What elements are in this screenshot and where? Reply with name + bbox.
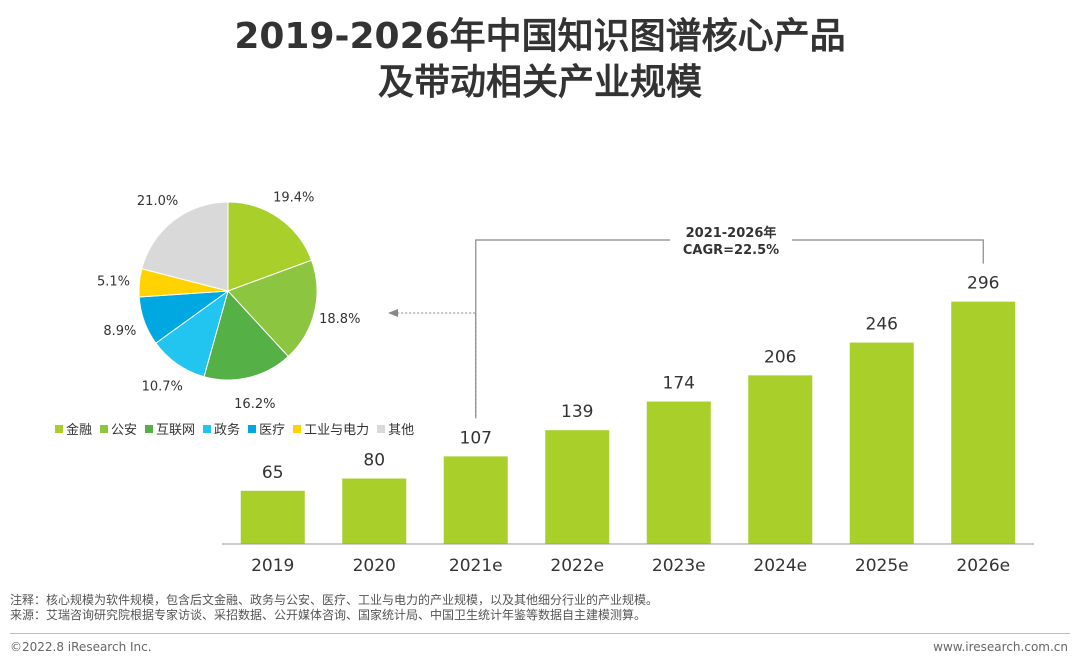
website-url: www.iresearch.com.cn: [933, 640, 1068, 654]
bar: [646, 401, 711, 544]
bar: [545, 430, 610, 544]
legend-item: 公安: [100, 419, 137, 438]
legend-label: 其他: [388, 423, 415, 438]
legend-label: 政务: [214, 423, 241, 438]
bar: [951, 301, 1016, 544]
pie-slice: [227, 201, 313, 292]
chart-title: 2019-2026年中国知识图谱核心产品 及带动相关产业规模: [0, 14, 1080, 106]
legend-label: 金融: [66, 423, 93, 438]
legend-item: 其他: [377, 419, 414, 438]
bar: [849, 342, 914, 544]
legend-swatch: [100, 424, 109, 433]
footer-divider: [10, 633, 1070, 634]
bar-value-label: 65: [262, 463, 284, 483]
pie-value-label: 8.9%: [103, 324, 136, 339]
x-tick-label: 2025e: [855, 556, 909, 576]
x-tick-label: 2023e: [652, 556, 706, 576]
cagr-bracket-right: [792, 239, 984, 264]
legend-swatch: [203, 424, 212, 433]
notes: 注释：核心规模为软件规模，包含后文金融、政务与公安、医疗、工业与电力的产业规模，…: [10, 593, 658, 623]
pie-legend: 金融 公安 互联网 政务 医疗 工业与电力 其他: [55, 419, 414, 438]
bar: [240, 490, 305, 544]
bar: [443, 456, 508, 544]
legend-item: 政务: [203, 419, 240, 438]
legend-item: 医疗: [248, 419, 285, 438]
bar-value-label: 139: [561, 402, 593, 422]
pie-value-label: 5.1%: [97, 274, 130, 289]
note-line: 注释：核心规模为软件规模，包含后文金融、政务与公安、医疗、工业与电力的产业规模，…: [10, 593, 659, 607]
pie-connector: [398, 312, 477, 417]
legend-item: 工业与电力: [293, 419, 369, 438]
legend-swatch: [145, 424, 154, 433]
legend-label: 互联网: [156, 423, 196, 438]
bar-value-label: 206: [764, 347, 796, 367]
pie-slice: [141, 201, 229, 292]
chart-title-line1: 2019-2026年中国知识图谱核心产品: [234, 16, 846, 57]
pie-slice: [227, 259, 318, 358]
chart-title-line2: 及带动相关产业规模: [377, 62, 702, 103]
x-tick-label: 2026e: [956, 556, 1010, 576]
legend-item: 金融: [55, 419, 92, 438]
pie-slice: [203, 290, 289, 381]
bar: [748, 375, 813, 544]
pie-connector-arrow: [388, 309, 398, 317]
cagr-value-label: CAGR=22.5%: [683, 243, 779, 258]
legend-swatch: [248, 424, 257, 433]
bar-value-label: 246: [866, 315, 898, 335]
pie-value-label: 21.0%: [137, 194, 178, 209]
legend-swatch: [377, 424, 386, 433]
pie-value-label: 19.4%: [273, 191, 314, 206]
bar-value-label: 296: [967, 274, 999, 294]
bar-value-label: 174: [663, 374, 695, 394]
legend-swatch: [293, 424, 302, 433]
x-tick-label: 2019: [251, 556, 294, 576]
pie-value-label: 16.2%: [234, 397, 275, 412]
legend-label: 医疗: [259, 423, 286, 438]
cagr-bracket-left: [475, 239, 670, 419]
x-tick-label: 2024e: [753, 556, 807, 576]
legend-label: 公安: [111, 423, 138, 438]
bar-value-label: 107: [460, 428, 492, 448]
legend-item: 互联网: [145, 419, 195, 438]
source-line: 来源：艾瑞咨询研究院根据专家访谈、采招数据、公开媒体咨询、国家统计局、中国卫生统…: [10, 608, 647, 622]
pie-value-label: 10.7%: [142, 379, 183, 394]
bar-value-label: 80: [363, 451, 385, 471]
x-tick-label: 2020: [353, 556, 396, 576]
x-tick-label: 2022e: [550, 556, 604, 576]
bar: [342, 478, 407, 544]
legend-label: 工业与电力: [304, 423, 370, 438]
x-tick-label: 2021e: [449, 556, 503, 576]
copyright: ©2022.8 iResearch Inc.: [10, 640, 152, 654]
pie-value-label: 18.8%: [319, 312, 360, 327]
legend-swatch: [55, 424, 63, 433]
cagr-period-label: 2021-2026年: [686, 225, 777, 241]
